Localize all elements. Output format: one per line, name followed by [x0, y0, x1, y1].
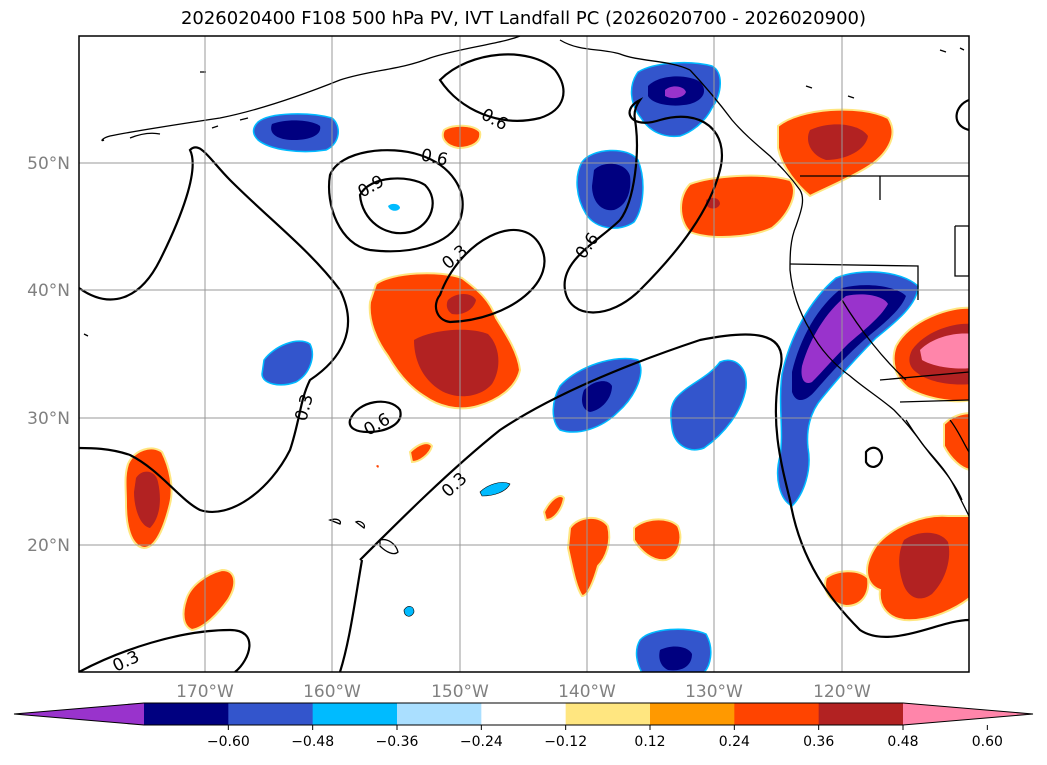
- island-chain: [129, 71, 249, 139]
- island-bits: [83, 47, 965, 337]
- colorbar-tick-label: 0.48: [887, 734, 918, 750]
- ivt-pos-sw: [182, 568, 236, 632]
- ivt-neg-bc-peak: [665, 86, 686, 99]
- lat-label-30: 30°N: [27, 409, 70, 429]
- pv-contour-03-sw: [79, 628, 251, 672]
- ivt-neg-midpacific: [261, 340, 314, 386]
- gulf-of-california: [949, 419, 969, 453]
- colorbar-tick-label: 0.60: [972, 734, 1003, 750]
- mexico-border: [899, 399, 969, 403]
- colorbar-outline: [13, 702, 1034, 726]
- colorbar-segment: [312, 703, 398, 725]
- colorbar-tick-label: −0.36: [376, 734, 419, 750]
- colorbar-tick-label: −0.12: [544, 734, 587, 750]
- state-border-3: [879, 371, 969, 381]
- pv-contour-03-south: [338, 559, 364, 672]
- pv-contour-06-mid: [348, 400, 402, 434]
- lon-label-130: 130°W: [685, 682, 743, 702]
- ivt-pos-small-a: [408, 442, 434, 464]
- ivt-pos-central-core: [414, 329, 499, 397]
- alaska-coast: [101, 36, 691, 142]
- ivt-pos-small-b: [542, 494, 566, 522]
- lat-axis-labels: 50°N 40°N 30°N 20°N: [27, 154, 70, 556]
- ivt-pos-west-core: [134, 471, 160, 528]
- colorbar-segment: [481, 703, 567, 725]
- state-border-2: [841, 299, 907, 381]
- colorbar-extend-high: [903, 703, 1033, 725]
- ivt-pos-small-c: [376, 465, 379, 468]
- ivt-pos-ne-pacific: [680, 174, 795, 238]
- ivt-neg-california-peak: [801, 294, 888, 384]
- pv-contour-03-lower: [434, 228, 546, 324]
- pv-contour-west-03: [79, 146, 350, 513]
- pv-contour-north-06-a: [438, 53, 565, 122]
- colorbar-tick-label: −0.60: [207, 734, 250, 750]
- pv-contour-06-east: [563, 97, 723, 314]
- lat-label-40: 40°N: [27, 281, 70, 301]
- ivt-neg-south-core: [659, 646, 692, 671]
- pv-contour-03-diagonal: [359, 333, 969, 638]
- colorbar-segment: [397, 703, 482, 725]
- pv-contours: [79, 53, 969, 672]
- ivt-pos-mexico-left: [824, 570, 870, 608]
- lon-label-150: 150°W: [431, 682, 489, 702]
- colorbar: −0.60 −0.48 −0.36 −0.24 −0.12 0.12 0.24 0.36 0.4…: [13, 702, 1034, 750]
- colorbar-segment: [565, 703, 651, 725]
- ivt-neg-small-3: [388, 203, 400, 211]
- colorbar-tick-label: 0.12: [634, 734, 665, 750]
- map-frame: [78, 35, 970, 673]
- lon-label-170: 170°W: [176, 682, 234, 702]
- colorbar-segment: [144, 703, 229, 725]
- colorbar-tick-label: 0.36: [803, 734, 834, 750]
- lon-axis-labels: 170°W 160°W 150°W 140°W 130°W 120°W: [176, 682, 871, 702]
- ivt-pos-trop-b: [633, 518, 682, 562]
- pv-contour-small-ring: [864, 446, 884, 468]
- ivt-pos-socal-peak: [920, 333, 969, 369]
- map-title: 2026020400 F108 500 hPa PV, IVT Landfall…: [180, 8, 867, 29]
- colorbar-segment: [734, 703, 820, 725]
- colorbar-tick-label: 0.24: [719, 734, 750, 750]
- colorbar-tick-label: −0.48: [291, 734, 334, 750]
- ivt-pos-baja: [943, 412, 969, 471]
- pv-contour-ne-arc: [955, 98, 969, 132]
- ivt-positive-anomalies: [124, 108, 969, 632]
- colorbar-segment: [818, 703, 904, 725]
- ivt-negative-anomalies: [252, 61, 919, 672]
- coastlines: [83, 36, 969, 555]
- lon-label-160: 160°W: [303, 682, 361, 702]
- ivt-pos-mexico-core: [899, 532, 950, 599]
- gridlines: [79, 36, 969, 672]
- colorbar-segment: [650, 703, 735, 725]
- ivt-neg-gulf-core: [592, 163, 631, 211]
- ivt-neg-subtrop-b: [670, 359, 747, 451]
- lat-label-50: 50°N: [27, 154, 70, 174]
- colorbar-tick-label: −0.24: [460, 734, 503, 750]
- ivt-pos-pnw-core: [807, 124, 868, 160]
- ivt-neg-aleutian-core: [271, 120, 321, 140]
- baja-coast: [905, 419, 963, 501]
- ivt-pos-small-north: [441, 124, 482, 150]
- ivt-neg-small-2: [403, 606, 415, 617]
- pv-contour-09: [358, 177, 434, 235]
- ivt-neg-subtrop-a-core: [582, 381, 612, 412]
- colorbar-segment: [228, 703, 314, 725]
- ivt-pos-trop-a: [566, 517, 611, 598]
- ivt-pos-central-top: [446, 294, 476, 315]
- lon-label-120: 120°W: [813, 682, 871, 702]
- colorbar-extend-low: [14, 703, 144, 725]
- ivt-neg-small-1: [479, 482, 511, 497]
- lon-label-140: 140°W: [558, 682, 616, 702]
- lat-label-20: 20°N: [27, 536, 70, 556]
- state-border-1: [789, 263, 919, 300]
- state-border-4: [879, 176, 969, 277]
